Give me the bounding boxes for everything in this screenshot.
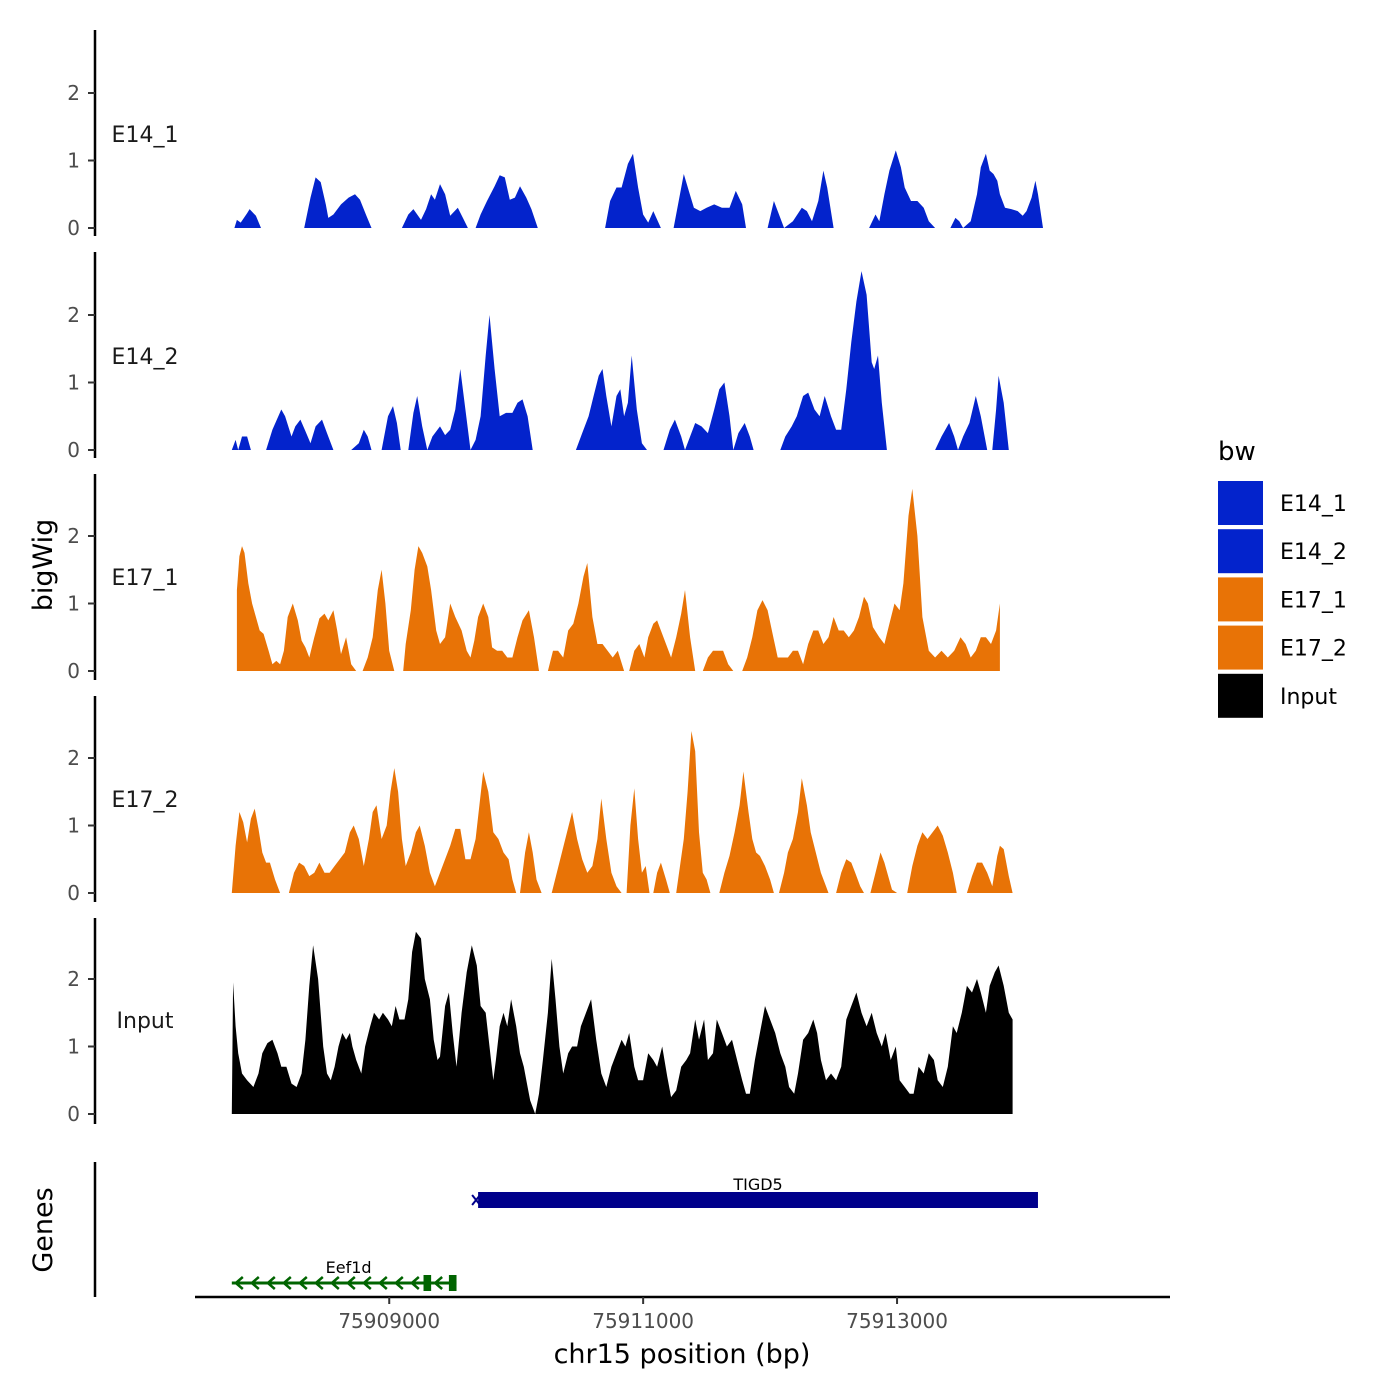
axes: 0 1 2 E14_1 0 1 2 E14_2 0 1 2 E17_1 0 1 2 E17_2 0 1 2 Input… bbox=[67, 30, 1170, 1333]
strand-arrows bbox=[233, 1276, 443, 1290]
gene-exon bbox=[423, 1275, 432, 1291]
genes-axis-title: Genes bbox=[28, 1187, 59, 1272]
coverage-area bbox=[935, 375, 1009, 450]
coverage-area bbox=[673, 174, 746, 228]
legend-key bbox=[1218, 625, 1263, 670]
coverage-area bbox=[950, 153, 1043, 228]
coverage-area bbox=[234, 209, 261, 228]
track-input bbox=[231, 931, 1013, 1114]
x-tick-label: 75911000 bbox=[592, 1309, 694, 1333]
coverage-area bbox=[719, 771, 774, 893]
y-tick-label: 1 bbox=[67, 814, 80, 838]
coverage-area bbox=[520, 832, 542, 893]
coverage-area bbox=[288, 768, 517, 893]
y-axis-title: bigWig bbox=[28, 519, 59, 612]
coverage-area bbox=[551, 798, 622, 893]
coverage-area bbox=[966, 845, 1013, 893]
coverage-area bbox=[629, 590, 696, 671]
track-e17-2 bbox=[231, 731, 1013, 893]
x-tick-label: 75909000 bbox=[338, 1309, 440, 1333]
coverage-area bbox=[780, 271, 887, 450]
coverage-area bbox=[702, 650, 734, 671]
coverage-area bbox=[605, 153, 661, 228]
coverage-area bbox=[381, 315, 533, 450]
coverage-area bbox=[907, 825, 957, 893]
track-label: E17_2 bbox=[112, 788, 179, 813]
coverage-area bbox=[676, 731, 711, 893]
y-tick-label: 1 bbox=[67, 1035, 80, 1059]
gene-start-mark bbox=[471, 1194, 481, 1206]
coverage-tracks bbox=[231, 150, 1043, 1114]
gene-annotations: TIGD5 Eef1d bbox=[231, 1175, 1038, 1291]
coverage-area bbox=[547, 563, 625, 671]
y-tick-label: 2 bbox=[67, 967, 80, 991]
legend-key bbox=[1218, 481, 1263, 525]
coverage-area bbox=[742, 488, 1000, 671]
track-label: Input bbox=[117, 1009, 174, 1034]
coverage-area bbox=[304, 177, 372, 228]
legend-label: E17_1 bbox=[1280, 588, 1347, 613]
coverage-area bbox=[236, 546, 357, 671]
gene-eef1d: Eef1d bbox=[231, 1258, 457, 1291]
coverage-area bbox=[351, 429, 372, 450]
legend-label: E17_2 bbox=[1280, 637, 1347, 662]
legend-label: E14_2 bbox=[1280, 540, 1347, 565]
y-tick-label: 2 bbox=[67, 81, 80, 105]
coverage-area bbox=[663, 382, 754, 450]
track-label: E14_2 bbox=[112, 345, 179, 370]
coverage-area bbox=[626, 788, 670, 893]
y-tick-label: 0 bbox=[67, 216, 80, 240]
legend-label: Input bbox=[1280, 685, 1337, 710]
gene-label: TIGD5 bbox=[732, 1175, 782, 1194]
y-tick-label: 0 bbox=[67, 659, 80, 683]
track-e14-2 bbox=[231, 271, 1009, 450]
legend-key bbox=[1218, 529, 1263, 574]
coverage-area bbox=[767, 170, 834, 228]
coverage-area bbox=[836, 859, 864, 893]
coverage-area bbox=[870, 852, 898, 893]
x-tick-label: 75913000 bbox=[846, 1309, 948, 1333]
coverage-area bbox=[869, 150, 936, 228]
gene-body bbox=[478, 1192, 1038, 1208]
legend-key bbox=[1218, 577, 1263, 622]
coverage-area bbox=[475, 175, 538, 228]
x-axis-title: chr15 position (bp) bbox=[554, 1339, 811, 1370]
legend-label: E14_1 bbox=[1280, 492, 1347, 517]
y-tick-label: 1 bbox=[67, 592, 80, 616]
y-tick-label: 1 bbox=[67, 371, 80, 395]
coverage-area bbox=[362, 546, 539, 671]
coverage-area bbox=[231, 808, 281, 893]
coverage-area bbox=[779, 778, 829, 893]
coverage-area bbox=[231, 436, 251, 450]
y-tick-label: 0 bbox=[67, 881, 80, 905]
coverage-area bbox=[401, 184, 468, 228]
gene-label: Eef1d bbox=[326, 1258, 372, 1277]
gene-exon bbox=[448, 1275, 457, 1291]
legend-title: bw bbox=[1218, 437, 1256, 467]
coverage-area bbox=[231, 931, 1013, 1114]
y-tick-label: 2 bbox=[67, 524, 80, 548]
track-e17-1 bbox=[236, 488, 1000, 671]
track-label: E17_1 bbox=[112, 566, 179, 591]
y-tick-label: 1 bbox=[67, 149, 80, 173]
legend-key bbox=[1218, 673, 1263, 718]
y-tick-label: 0 bbox=[67, 438, 80, 462]
legend: bw E14_1 E14_2 E17_1 E17_2 Input bbox=[1218, 437, 1347, 718]
y-tick-label: 0 bbox=[67, 1102, 80, 1126]
gene-tigd5: TIGD5 bbox=[471, 1175, 1038, 1208]
y-tick-label: 2 bbox=[67, 746, 80, 770]
track-e14-1 bbox=[234, 150, 1043, 228]
coverage-area bbox=[266, 409, 334, 450]
y-tick-label: 2 bbox=[67, 303, 80, 327]
coverage-area bbox=[575, 355, 647, 450]
track-label: E14_1 bbox=[112, 123, 179, 148]
